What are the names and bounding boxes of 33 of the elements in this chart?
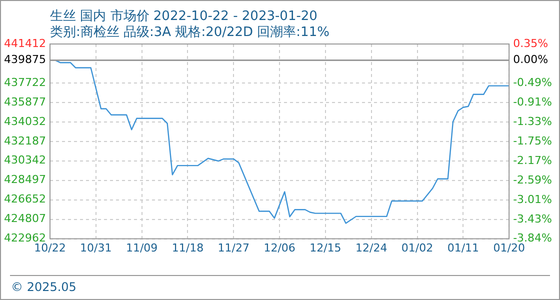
y-tick-label: 424807 — [4, 212, 46, 226]
y2-tick-label: -1.33% — [513, 114, 552, 128]
y-tick-label: 428497 — [4, 173, 46, 186]
x-tick-label: 11/27 — [218, 241, 250, 254]
y-tick-label: 432187 — [4, 134, 46, 148]
x-tick-label: 10/31 — [80, 241, 112, 254]
y-tick-label: 430342 — [4, 154, 46, 167]
x-tick-label: 12/06 — [264, 241, 296, 254]
y2-tick-label: 0.00% — [513, 53, 548, 66]
y2-tick-label: 0.35% — [513, 36, 548, 50]
y2-tick-label: -3.43% — [513, 212, 552, 226]
y-tick-label: 439875 — [4, 53, 46, 66]
y2-tick-label: -0.49% — [513, 76, 552, 89]
x-tick-label: 12/24 — [356, 241, 388, 254]
text: © 2025.05 — [11, 280, 76, 294]
y-tick-label: 426652 — [4, 192, 46, 206]
y-tick-label: 435877 — [4, 95, 46, 108]
x-tick-label: 12/15 — [310, 241, 342, 254]
x-tick-label: 11/09 — [126, 241, 158, 254]
x-tick-label: 01/02 — [401, 241, 434, 254]
y-tick-label: 441412 — [4, 36, 46, 50]
y2-tick-label: -3.01% — [513, 193, 552, 206]
chart-subtitle: 类别:商检丝 品级:3A 规格:20/22D 回潮率:11% — [50, 24, 330, 41]
chart-title: 生丝 国内 市场价 2022-10-22 - 2023-01-20 — [50, 8, 318, 25]
y2-tick-label: -2.17% — [513, 154, 552, 168]
x-tick-label: 11/18 — [172, 241, 204, 254]
y2-tick-label: -2.59% — [513, 174, 552, 187]
y2-tick-label: -1.75% — [513, 134, 552, 148]
x-tick-label: 01/11 — [447, 241, 480, 254]
y-tick-label: 437722 — [4, 76, 46, 89]
y2-tick-label: -0.91% — [513, 95, 552, 108]
y-tick-label: 434032 — [4, 114, 46, 128]
x-tick-label: 01/20 — [493, 241, 525, 254]
